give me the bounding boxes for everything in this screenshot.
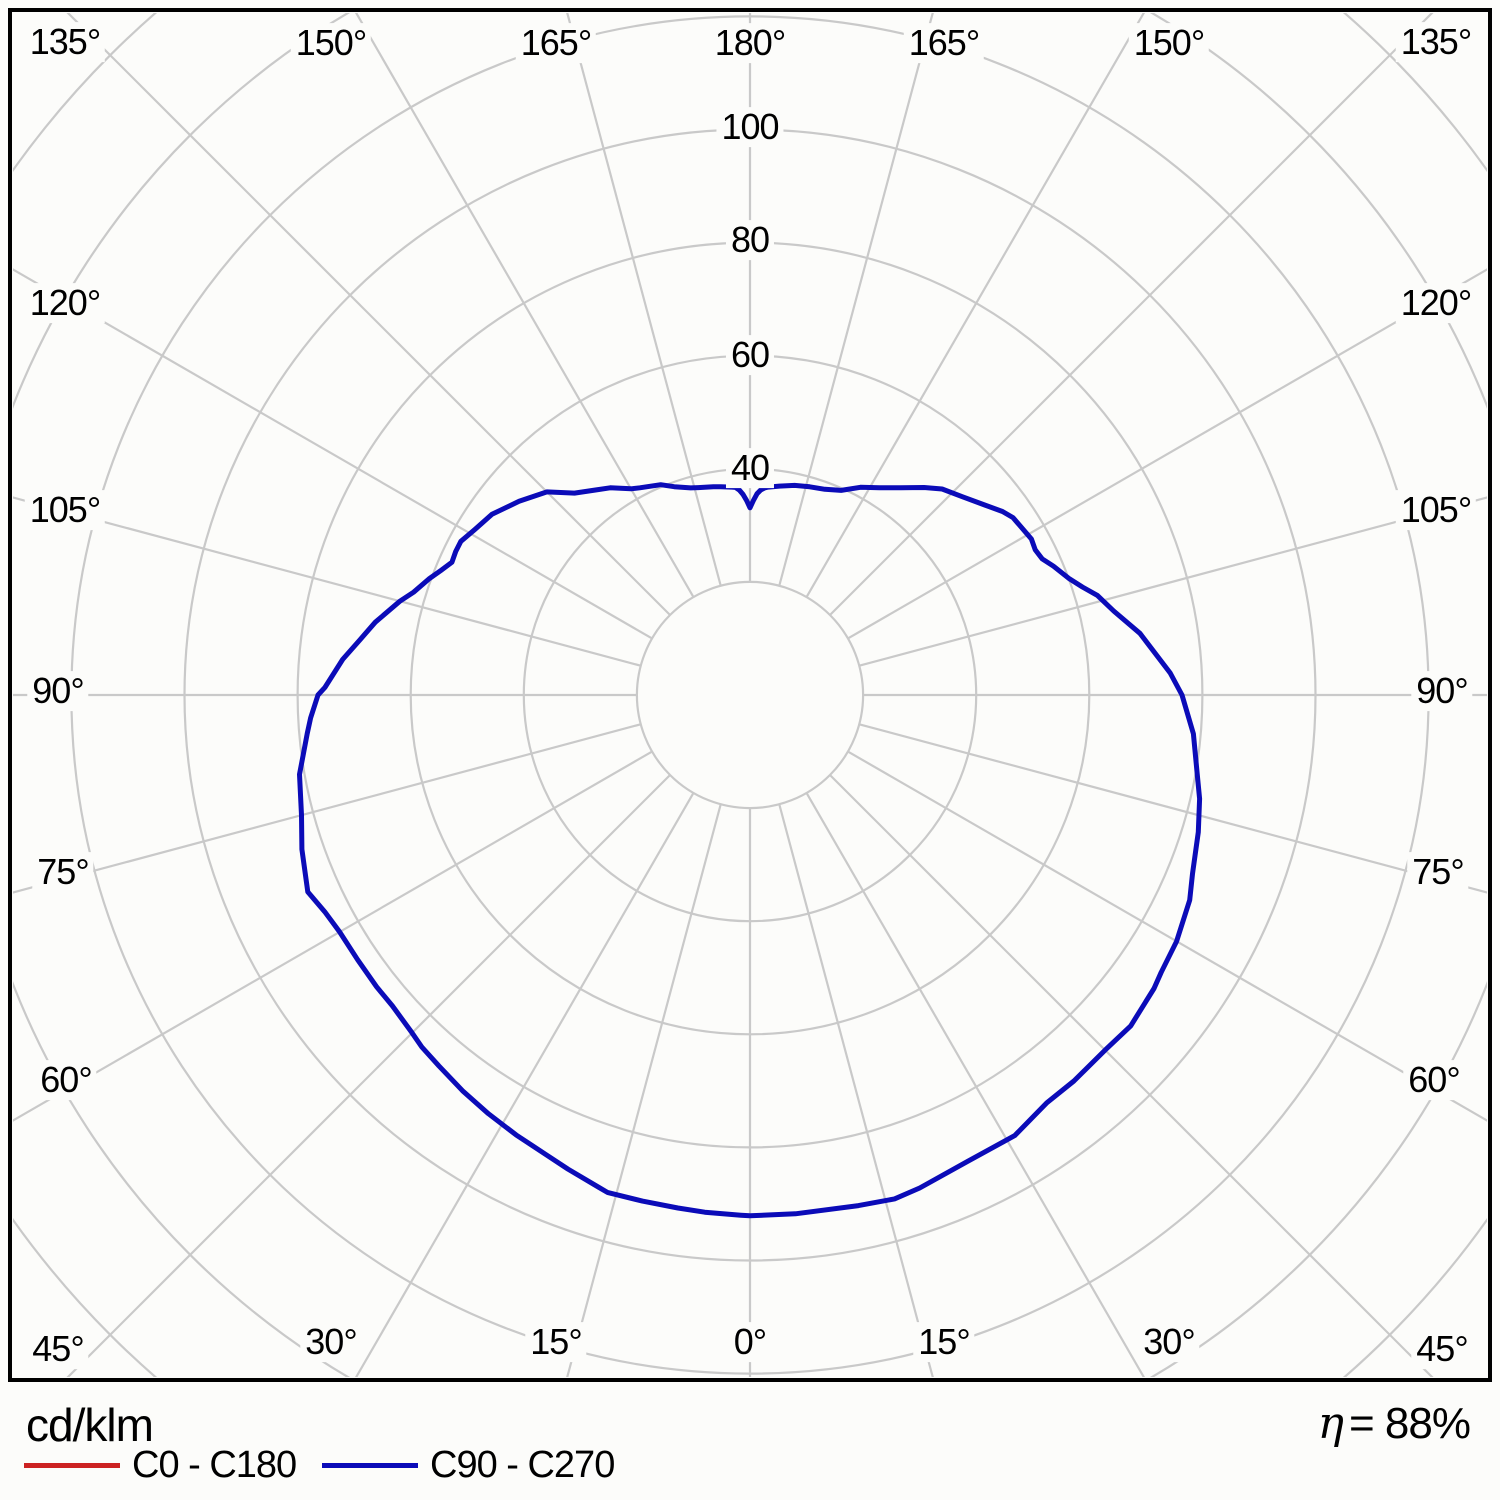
angle-tick-label: 180°	[709, 23, 791, 63]
angle-tick-label: 30°	[1138, 1322, 1200, 1362]
angle-tick-label: 105°	[24, 490, 106, 530]
angle-tick-label: 150°	[1128, 23, 1210, 63]
legend-line-blue	[322, 1463, 418, 1468]
angle-tick-label: 30°	[300, 1322, 362, 1362]
angle-tick-label: 120°	[24, 283, 106, 323]
angle-tick-label: 90°	[27, 671, 89, 711]
angle-tick-label: 60°	[35, 1060, 97, 1100]
efficiency-readout: η = 88%	[1317, 1398, 1471, 1449]
units-label: cd/klm	[26, 1399, 154, 1451]
angle-tick-label: 15°	[913, 1322, 975, 1362]
angle-tick-label: 165°	[903, 23, 985, 63]
legend-item-c0-c180: C0 - C180	[24, 1444, 297, 1487]
eta-symbol: η	[1317, 1398, 1344, 1449]
angle-tick-label: 165°	[515, 23, 597, 63]
angle-tick-label: 60°	[1403, 1060, 1465, 1100]
radial-tick-label: 40	[725, 448, 775, 488]
legend-label-c90-c270: C90 - C270	[430, 1444, 615, 1486]
angle-tick-label: 45°	[27, 1329, 89, 1369]
angle-tick-label: 105°	[1395, 490, 1477, 530]
efficiency-value: = 88%	[1349, 1399, 1471, 1448]
radial-tick-label: 100	[716, 107, 784, 147]
angle-tick-label: 135°	[24, 22, 106, 62]
angle-tick-label: 135°	[1395, 22, 1477, 62]
angle-tick-label: 15°	[525, 1322, 587, 1362]
angle-tick-label: 150°	[290, 23, 372, 63]
legend-item-c90-c270: C90 - C270	[322, 1444, 615, 1487]
angle-tick-label: 75°	[32, 852, 94, 892]
angle-tick-label: 75°	[1407, 852, 1469, 892]
legend-line-red	[24, 1463, 120, 1468]
angle-tick-label: 120°	[1395, 283, 1477, 323]
intensity-curves	[297, 482, 1203, 1219]
radial-tick-label: 60	[725, 335, 775, 375]
legend-label-c0-c180: C0 - C180	[132, 1444, 297, 1486]
angle-tick-label: 45°	[1411, 1329, 1473, 1369]
angle-tick-label: 90°	[1411, 671, 1473, 711]
radial-tick-label: 80	[725, 220, 775, 260]
angle-tick-label: 0°	[728, 1322, 772, 1362]
